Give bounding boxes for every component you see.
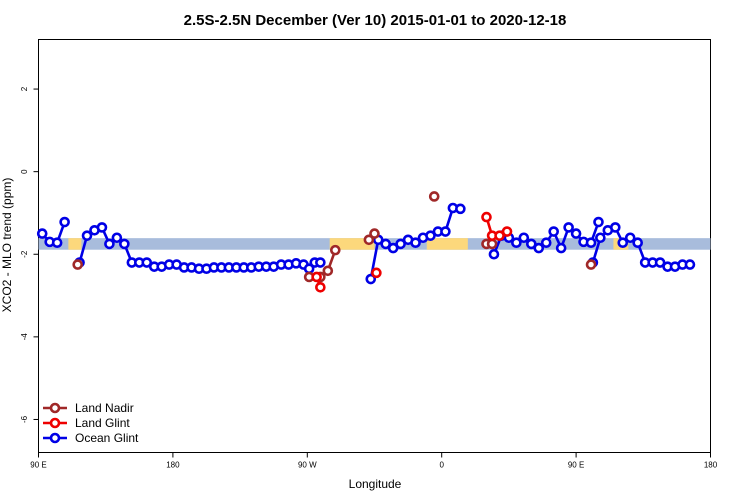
- ocean-glint-point: [533, 242, 545, 254]
- land-glint-point: [315, 281, 326, 293]
- ocean-glint-point: [595, 232, 606, 244]
- ocean-glint-point: [455, 203, 466, 215]
- land-nadir-point: [428, 191, 440, 202]
- ocean-glint-point: [104, 238, 115, 250]
- legend-label: Land Nadir: [75, 401, 134, 415]
- land-glint-point: [501, 226, 513, 237]
- land-nadir-point: [329, 244, 341, 256]
- trend-band-land: [329, 238, 375, 250]
- land-glint-point: [494, 230, 505, 241]
- ocean-glint-point: [36, 228, 48, 239]
- y-tick-label: -4: [20, 333, 29, 341]
- ocean-glint-point: [632, 237, 644, 248]
- legend-label: Land Glint: [75, 416, 130, 430]
- trend-band-land: [426, 238, 468, 250]
- ocean-glint-point: [525, 238, 537, 250]
- y-tick-label: -2: [20, 250, 29, 258]
- series-layer: [36, 191, 696, 293]
- ocean-glint-point: [81, 230, 93, 241]
- axes: 90 E 180 90 W 0 90 E 180 2 0 -2 -4 -6: [20, 86, 718, 469]
- ocean-glint-point: [654, 257, 666, 268]
- x-tick-label: 180: [166, 461, 180, 470]
- y-axis-label: XCO2 - MLO trend (ppm): [0, 178, 14, 313]
- trend-band-land: [68, 238, 82, 250]
- ocean-glint-point: [387, 242, 399, 254]
- ocean-glint-point: [563, 222, 574, 233]
- ocean-glint-point: [624, 232, 636, 244]
- legend-label: Ocean Glint: [75, 431, 139, 445]
- land-nadir-point: [585, 259, 597, 270]
- ocean-glint-point: [548, 226, 560, 237]
- land-glint-point: [481, 211, 492, 223]
- land-nadir-point: [322, 265, 334, 277]
- chart-title: 2.5S-2.5N December (Ver 10) 2015-01-01 t…: [184, 12, 567, 29]
- ocean-glint-point: [518, 232, 530, 244]
- ocean-glint-point: [617, 237, 629, 248]
- ocean-glint-point: [59, 216, 70, 228]
- x-tick-label: 90 W: [298, 461, 317, 470]
- ocean-glint-point: [111, 232, 123, 244]
- ocean-glint-point: [141, 257, 153, 268]
- land-nadir-point: [363, 234, 375, 246]
- legend-marker: [49, 417, 61, 429]
- x-tick-label: 0: [439, 461, 444, 470]
- land-glint-point: [371, 267, 382, 279]
- ocean-glint-point: [119, 238, 130, 250]
- x-tick-label: 90 E: [568, 461, 584, 470]
- ocean-glint-point: [570, 228, 582, 239]
- ocean-glint-point: [593, 216, 604, 228]
- ocean-glint-point: [555, 242, 567, 254]
- ocean-glint-point: [315, 257, 326, 268]
- ocean-glint-point: [540, 237, 552, 248]
- legend-marker: [49, 402, 61, 414]
- land-nadir-point: [72, 259, 83, 270]
- ocean-glint-point: [440, 226, 451, 237]
- land-nadir-point: [369, 228, 380, 239]
- land-nadir-point: [486, 238, 498, 250]
- y-tick-label: -6: [20, 415, 29, 423]
- ocean-glint-point: [425, 230, 436, 241]
- x-axis-label: Longitude: [349, 477, 402, 491]
- ocean-glint-point: [488, 248, 500, 260]
- ocean-glint-point: [380, 238, 392, 250]
- ocean-glint-point: [511, 237, 522, 248]
- x-tick-label: 180: [704, 461, 718, 470]
- ocean-glint-point: [365, 273, 377, 285]
- ocean-glint-point: [96, 222, 108, 233]
- ocean-glint-point: [609, 222, 621, 233]
- land-glint-point: [311, 271, 322, 283]
- ocean-glint-point: [51, 237, 63, 248]
- ocean-glint-point: [410, 237, 421, 248]
- x-tick-label: 90 E: [30, 461, 46, 470]
- y-tick-label: 2: [20, 86, 29, 91]
- ocean-glint-point: [395, 238, 406, 250]
- legend-marker: [49, 432, 61, 444]
- y-tick-label: 0: [20, 169, 29, 174]
- ocean-glint-point: [684, 259, 696, 270]
- ocean-glint-point: [585, 237, 597, 248]
